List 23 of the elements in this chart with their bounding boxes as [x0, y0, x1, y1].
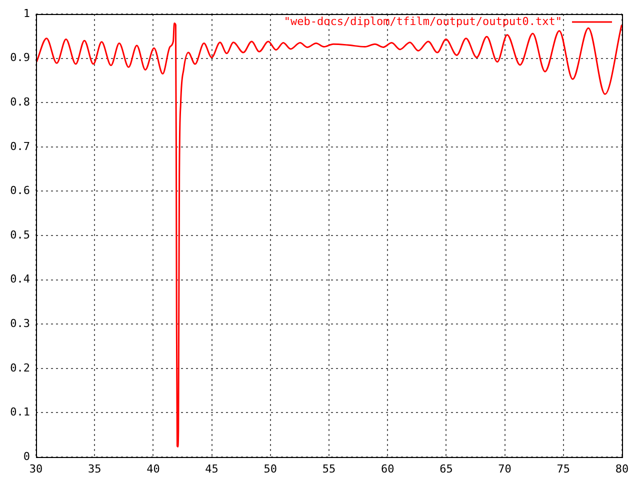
x-tick-label: 45: [205, 462, 218, 476]
y-tick-label: 0.5: [10, 228, 30, 242]
x-tick-label: 35: [88, 462, 102, 476]
x-tick-label: 55: [322, 462, 336, 476]
x-tick-label: 50: [264, 462, 278, 476]
y-tick-label: 0.6: [10, 184, 30, 198]
x-tick-label: 30: [29, 462, 43, 476]
y-tick-label: 0.8: [10, 95, 30, 108]
y-tick-label: 0.9: [10, 51, 30, 64]
y-tick-label: 1: [23, 6, 30, 20]
x-tick-label: 40: [146, 462, 160, 476]
y-tick-label: 0: [23, 450, 30, 463]
x-tick-label: 65: [440, 462, 453, 476]
x-tick-label: 75: [556, 462, 570, 476]
y-tick-label: 0.4: [10, 272, 30, 286]
x-tick-label: 60: [380, 462, 394, 476]
y-tick-label: 0.7: [10, 140, 30, 153]
y-tick-label: 0.3: [10, 316, 30, 330]
legend-label: "web-docs/diplom/tfilm/output/output0.txt": [284, 14, 562, 28]
x-tick-label: 70: [498, 462, 512, 476]
x-tick-label: 80: [615, 462, 629, 476]
y-tick-label: 0.2: [10, 361, 30, 374]
y-tick-label: 0.1: [10, 406, 30, 419]
